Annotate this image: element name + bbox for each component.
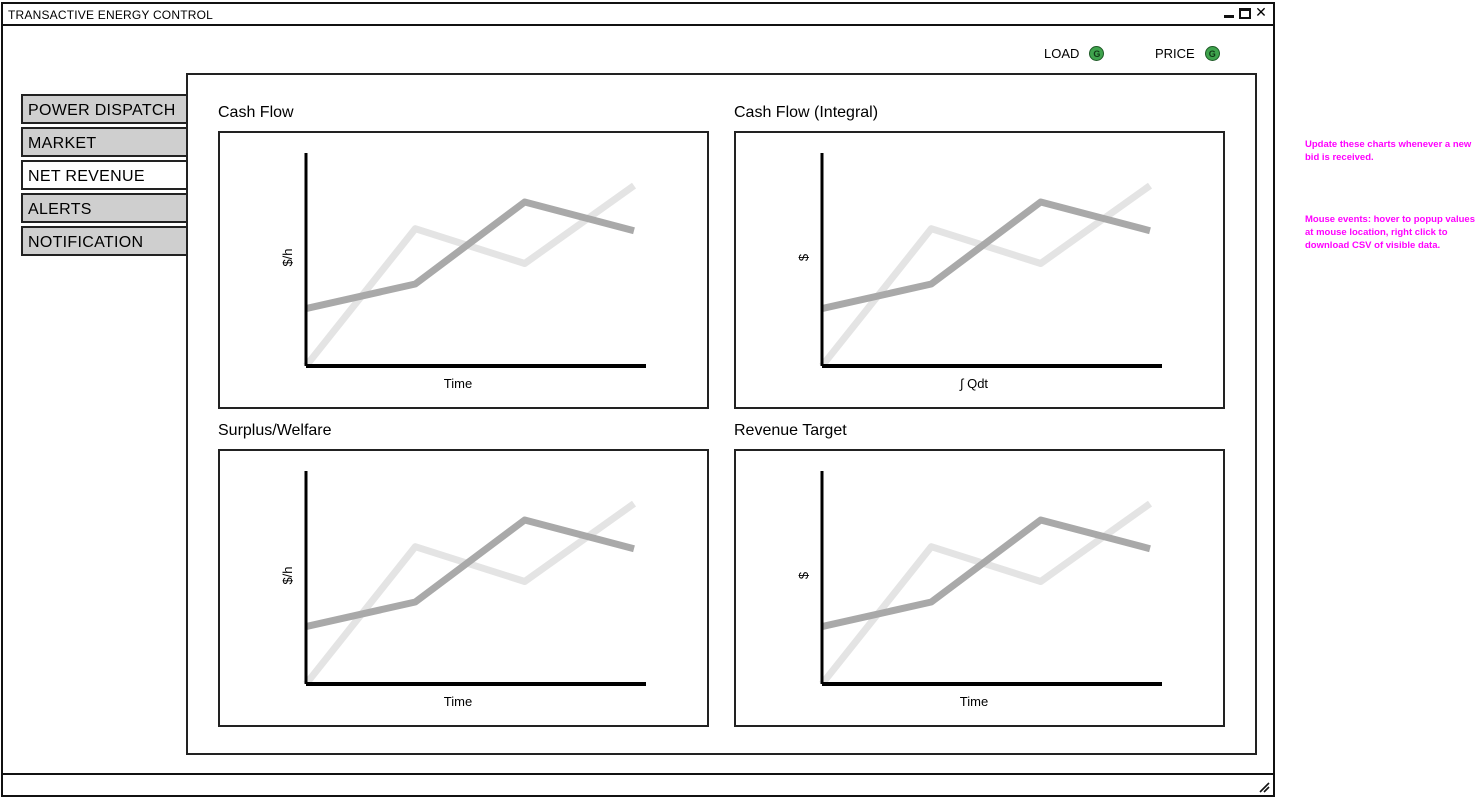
price-indicator: PRICE G [1155, 46, 1220, 61]
y-axis-label: $/h [280, 566, 295, 584]
load-indicator: LOAD G [1044, 46, 1105, 61]
y-axis-label: $ [796, 253, 811, 261]
series-line-0[interactable] [819, 500, 1153, 687]
x-axis-label: ∫ Qdt [959, 376, 989, 391]
load-indicator-label: LOAD [1044, 46, 1080, 61]
net-revenue-panel [186, 73, 1257, 755]
chart-title-cash-flow: Cash Flow [218, 104, 294, 121]
tab-power-dispatch[interactable]: POWER DISPATCH [21, 94, 187, 124]
price-status-badge: G [1204, 46, 1220, 61]
series-line-1[interactable] [305, 516, 635, 631]
x-axis-label: Time [444, 694, 472, 709]
window-controls: ✕ [1223, 5, 1267, 21]
maximize-icon[interactable] [1239, 7, 1251, 19]
chart-title-surplus-welfare: Surplus/Welfare [218, 422, 332, 439]
resize-grip-icon[interactable] [1258, 781, 1270, 793]
x-axis-label: Time [960, 694, 988, 709]
price-indicator-label: PRICE [1155, 46, 1195, 61]
annotation-mouse-events: Mouse events: hover to popup values at m… [1305, 214, 1475, 251]
minimize-icon[interactable] [1223, 7, 1235, 19]
chart-cash-flow[interactable]: Time $/h [218, 131, 709, 409]
x-axis-label: Time [444, 376, 472, 391]
window-title: TRANSACTIVE ENERGY CONTROL [8, 8, 214, 22]
status-bar [3, 773, 1273, 795]
chart-title-revenue-target: Revenue Target [734, 422, 847, 439]
series-line-1[interactable] [821, 198, 1151, 313]
tab-notification[interactable]: NOTIFICATION [21, 226, 187, 256]
tab-alerts[interactable]: ALERTS [21, 193, 187, 223]
tab-market[interactable]: MARKET [21, 127, 187, 157]
close-icon[interactable]: ✕ [1255, 5, 1267, 21]
chart-plot[interactable]: ∫ Qdt $ [736, 133, 1223, 407]
chart-plot[interactable]: Time $/h [220, 451, 707, 725]
chart-surplus-welfare[interactable]: Time $/h [218, 449, 709, 727]
series-line-0[interactable] [303, 182, 637, 369]
load-status-badge: G [1089, 46, 1105, 61]
chart-title-cash-flow-integral: Cash Flow (Integral) [734, 104, 879, 121]
chart-plot[interactable]: Time $ [736, 451, 1223, 725]
y-axis-label: $/h [280, 248, 295, 266]
series-line-1[interactable] [821, 516, 1151, 631]
annotation-update: Update these charts whenever a new bid i… [1305, 139, 1472, 163]
series-line-0[interactable] [819, 182, 1153, 369]
title-bar: TRANSACTIVE ENERGY CONTROL ✕ [3, 4, 1273, 26]
chart-cash-flow-integral[interactable]: ∫ Qdt $ [734, 131, 1225, 409]
series-line-0[interactable] [303, 500, 637, 687]
chart-revenue-target[interactable]: Time $ [734, 449, 1225, 727]
tab-net-revenue[interactable]: NET REVENUE [21, 160, 187, 190]
series-line-1[interactable] [305, 198, 635, 313]
y-axis-label: $ [796, 571, 811, 579]
chart-plot[interactable]: Time $/h [220, 133, 707, 407]
